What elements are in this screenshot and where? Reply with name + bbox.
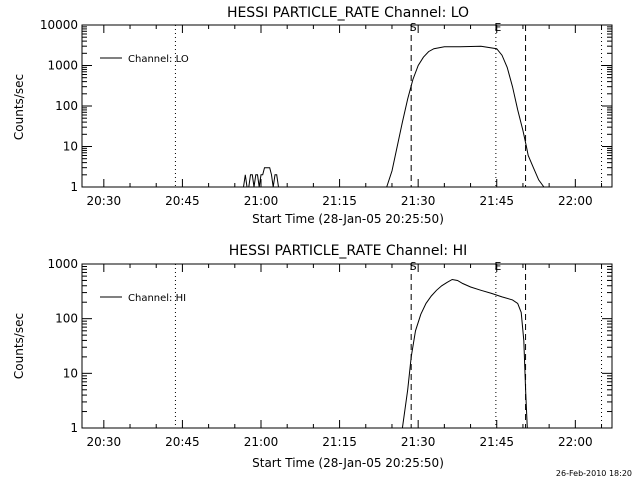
- data-series-line-lo: [243, 167, 282, 188]
- x-axis-label-lo: Start Time (28-Jan-05 20:25:50): [252, 212, 444, 226]
- x-tick-label-hi: 21:45: [479, 435, 514, 449]
- x-tick-label-hi: 21:15: [322, 435, 357, 449]
- x-tick-label-hi: 21:30: [401, 435, 436, 449]
- x-tick-label-hi: 21:00: [244, 435, 279, 449]
- data-series-line-lo: [386, 45, 545, 188]
- y-axis-label-lo: Counts/sec: [12, 74, 26, 140]
- y-tick-label-lo: 1: [70, 180, 78, 194]
- x-tick-label-hi: 20:45: [165, 435, 200, 449]
- marker-label-s-hi: S: [410, 260, 417, 273]
- footer-timestamp: 26-Feb-2010 18:20: [556, 469, 632, 478]
- chart-title-lo: HESSI PARTICLE_RATE Channel: LO: [227, 5, 469, 21]
- x-tick-label-lo: 21:45: [479, 194, 514, 208]
- legend-label-hi: Channel: HI: [128, 293, 186, 304]
- x-tick-label-lo: 21:30: [401, 194, 436, 208]
- x-tick-label-lo: 21:00: [244, 194, 279, 208]
- data-series-line-hi: [401, 278, 528, 429]
- y-tick-label-hi: 100: [55, 312, 78, 326]
- x-tick-label-lo: 20:45: [165, 194, 200, 208]
- y-tick-label-lo: 10000: [40, 18, 78, 32]
- plot-frame-hi: [81, 263, 613, 429]
- plot-frame-lo: [81, 24, 613, 188]
- y-tick-label-lo: 100: [55, 99, 78, 113]
- x-tick-label-hi: 20:30: [87, 435, 122, 449]
- chart-title-hi: HESSI PARTICLE_RATE Channel: HI: [229, 243, 467, 259]
- x-tick-label-lo: 22:00: [558, 194, 593, 208]
- marker-label-e-hi: E: [494, 260, 501, 273]
- x-axis-label-hi: Start Time (28-Jan-05 20:25:50): [252, 456, 444, 470]
- marker-label-s-lo: S: [410, 21, 417, 34]
- y-tick-label-hi: 1000: [47, 257, 78, 271]
- y-axis-label-hi: Counts/sec: [12, 313, 26, 379]
- y-tick-label-hi: 1: [70, 421, 78, 435]
- legend-label-lo: Channel: LO: [128, 54, 189, 65]
- x-tick-label-lo: 20:30: [87, 194, 122, 208]
- marker-label-e-lo: E: [494, 21, 501, 34]
- y-tick-label-lo: 10: [63, 140, 78, 154]
- x-tick-label-hi: 22:00: [558, 435, 593, 449]
- x-tick-label-lo: 21:15: [322, 194, 357, 208]
- y-tick-label-lo: 1000: [47, 59, 78, 73]
- y-tick-label-hi: 10: [63, 366, 78, 380]
